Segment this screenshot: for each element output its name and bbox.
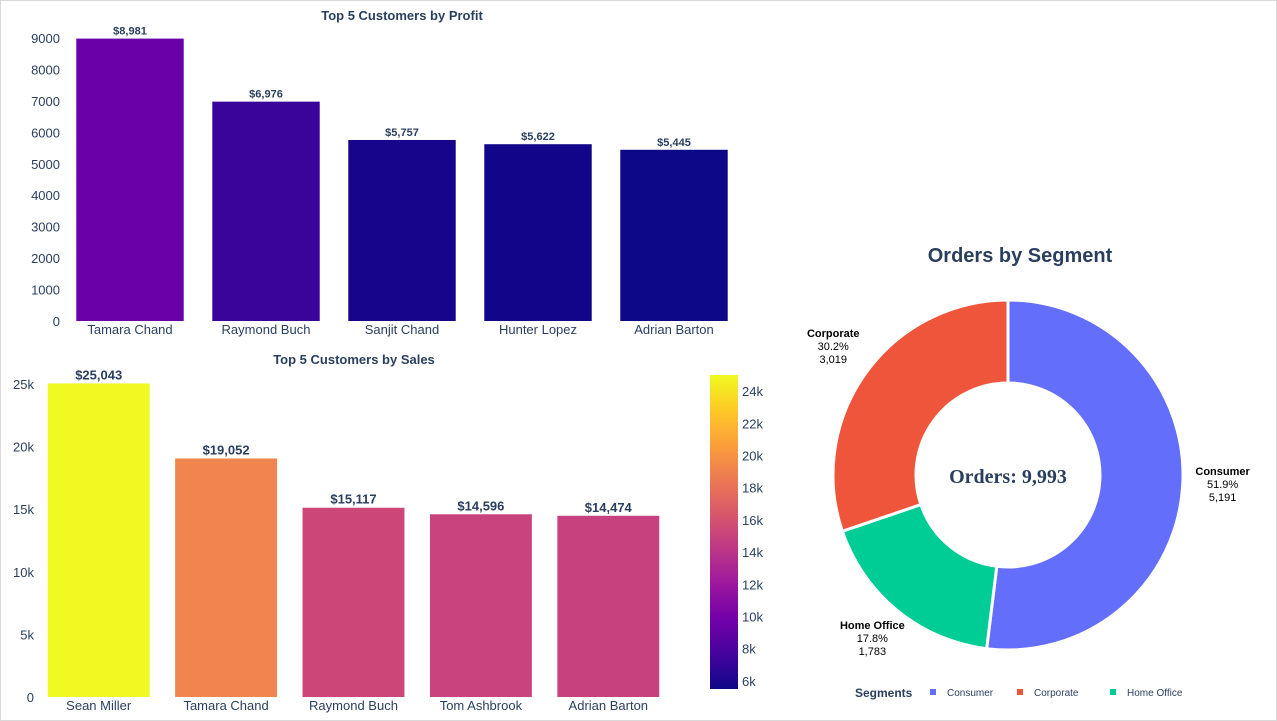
colorbar-tick: 6k xyxy=(742,674,756,689)
legend-title: Segments xyxy=(855,686,913,700)
profit-y-tick: 0 xyxy=(53,314,60,329)
colorbar-tick: 22k xyxy=(742,416,763,431)
sales-bars xyxy=(47,383,660,697)
sales-data-label: $15,117 xyxy=(330,492,376,507)
sales-data-labels: $25,043 $19,052 $15,117 $14,596 $14,474 xyxy=(75,367,632,514)
profit-x-tick: Sanjit Chand xyxy=(365,322,439,337)
profit-x-tick: Raymond Buch xyxy=(222,322,311,337)
legend-item[interactable]: Corporate xyxy=(1017,688,1079,699)
sales-bar xyxy=(557,515,660,697)
profit-y-tick: 3000 xyxy=(31,220,60,235)
svg-text:Home Office: Home Office xyxy=(1127,688,1183,699)
profit-data-label: $5,445 xyxy=(657,137,691,149)
sales-bar xyxy=(175,458,278,697)
colorbar-tick: 12k xyxy=(742,577,763,592)
legend-item[interactable]: Home Office xyxy=(1110,688,1183,699)
svg-text:3,019: 3,019 xyxy=(819,354,847,366)
svg-text:Corporate: Corporate xyxy=(807,328,860,340)
svg-text:5,191: 5,191 xyxy=(1209,492,1237,504)
profit-y-tick: 7000 xyxy=(31,94,60,109)
sales-colorbar-ticks: 6k 8k 10k 12k 14k 16k 18k 20k 22k 24k xyxy=(742,384,763,689)
svg-text:Home Office: Home Office xyxy=(840,620,905,632)
sales-y-tick: 15k xyxy=(13,502,34,517)
sales-bar xyxy=(47,383,150,697)
profit-data-label: $6,976 xyxy=(249,89,283,101)
sales-chart-title: Top 5 Customers by Sales xyxy=(273,352,435,367)
colorbar-tick: 24k xyxy=(742,384,763,399)
sales-data-label: $19,052 xyxy=(203,442,250,457)
profit-y-tick: 2000 xyxy=(31,251,60,266)
sales-x-tick: Tom Ashbrook xyxy=(440,698,523,713)
pie-slice[interactable] xyxy=(984,298,1185,652)
pie-legend[interactable]: Segments Consumer Corporate Home Office xyxy=(855,686,1183,700)
sales-x-tick: Adrian Barton xyxy=(569,698,649,713)
colorbar-tick: 18k xyxy=(742,481,763,496)
profit-bar xyxy=(484,144,592,321)
svg-text:1,783: 1,783 xyxy=(859,646,887,658)
legend-item[interactable]: Consumer xyxy=(930,688,994,699)
colorbar-tick: 20k xyxy=(742,449,763,464)
sales-x-tick: Sean Miller xyxy=(66,698,132,713)
colorbar-tick: 8k xyxy=(742,642,756,657)
svg-text:Consumer: Consumer xyxy=(947,688,994,699)
profit-y-tick: 9000 xyxy=(31,31,60,46)
colorbar-tick: 10k xyxy=(742,610,763,625)
profit-x-tick: Hunter Lopez xyxy=(499,322,577,337)
profit-bar-chart: Top 5 Customers by Profit 0 1000 2000 3000 4… xyxy=(31,8,728,337)
sales-y-tick: 20k xyxy=(13,440,34,455)
profit-bar xyxy=(76,38,184,321)
sales-y-axis: 0 5k 10k 15k 20k 25k xyxy=(13,377,34,705)
sales-data-label: $14,474 xyxy=(585,500,633,515)
svg-text:30.2%: 30.2% xyxy=(818,341,849,353)
sales-bar xyxy=(302,507,405,697)
sales-x-tick: Tamara Chand xyxy=(183,698,268,713)
profit-bars xyxy=(76,38,728,321)
colorbar-tick: 14k xyxy=(742,545,763,560)
pie-chart-title: Orders by Segment xyxy=(928,245,1113,267)
profit-y-tick: 6000 xyxy=(31,125,60,140)
pie-slice[interactable] xyxy=(840,502,999,651)
profit-y-axis: 0 1000 2000 3000 4000 5000 6000 7000 8000 9000 xyxy=(31,31,60,329)
sales-data-label: $14,596 xyxy=(457,498,504,513)
profit-bar xyxy=(212,101,320,321)
sales-y-tick: 10k xyxy=(13,565,34,580)
pie-slices xyxy=(831,298,1185,652)
sales-bar-chart: Top 5 Customers by Sales 0 5k 10k 15k 20k 25k… xyxy=(13,352,763,713)
svg-text:Consumer: Consumer xyxy=(1195,466,1250,478)
profit-data-labels: $8,981 $6,976 $5,757 $5,622 $5,445 xyxy=(113,26,691,149)
profit-x-tick: Adrian Barton xyxy=(634,322,714,337)
svg-text:17.8%: 17.8% xyxy=(857,633,888,645)
sales-y-tick: 0 xyxy=(27,690,34,705)
profit-data-label: $5,622 xyxy=(521,131,555,143)
sales-x-axis: Sean Miller Tamara Chand Raymond Buch Tom A… xyxy=(66,698,648,713)
profit-data-label: $5,757 xyxy=(385,127,419,139)
profit-x-axis: Tamara Chand Raymond Buch Sanjit Chand Hunt… xyxy=(87,322,713,337)
sales-x-tick: Raymond Buch xyxy=(309,698,398,713)
profit-bar xyxy=(348,139,456,321)
colorbar-tick: 16k xyxy=(742,513,763,528)
profit-chart-title: Top 5 Customers by Profit xyxy=(321,8,483,23)
sales-bar xyxy=(429,514,532,697)
profit-bar xyxy=(620,149,728,321)
profit-y-tick: 1000 xyxy=(31,283,60,298)
svg-text:Corporate: Corporate xyxy=(1034,688,1079,699)
svg-text:51.9%: 51.9% xyxy=(1207,479,1238,491)
sales-y-tick: 5k xyxy=(20,627,34,642)
profit-x-tick: Tamara Chand xyxy=(87,322,172,337)
pie-center-text: Orders: 9,993 xyxy=(949,466,1067,488)
profit-y-tick: 8000 xyxy=(31,62,60,77)
sales-y-tick: 25k xyxy=(13,377,34,392)
sales-data-label: $25,043 xyxy=(75,367,122,382)
sales-colorbar xyxy=(710,375,738,689)
profit-y-tick: 5000 xyxy=(31,157,60,172)
pie-slice[interactable] xyxy=(831,298,1010,534)
profit-data-label: $8,981 xyxy=(113,26,147,38)
profit-y-tick: 4000 xyxy=(31,188,60,203)
